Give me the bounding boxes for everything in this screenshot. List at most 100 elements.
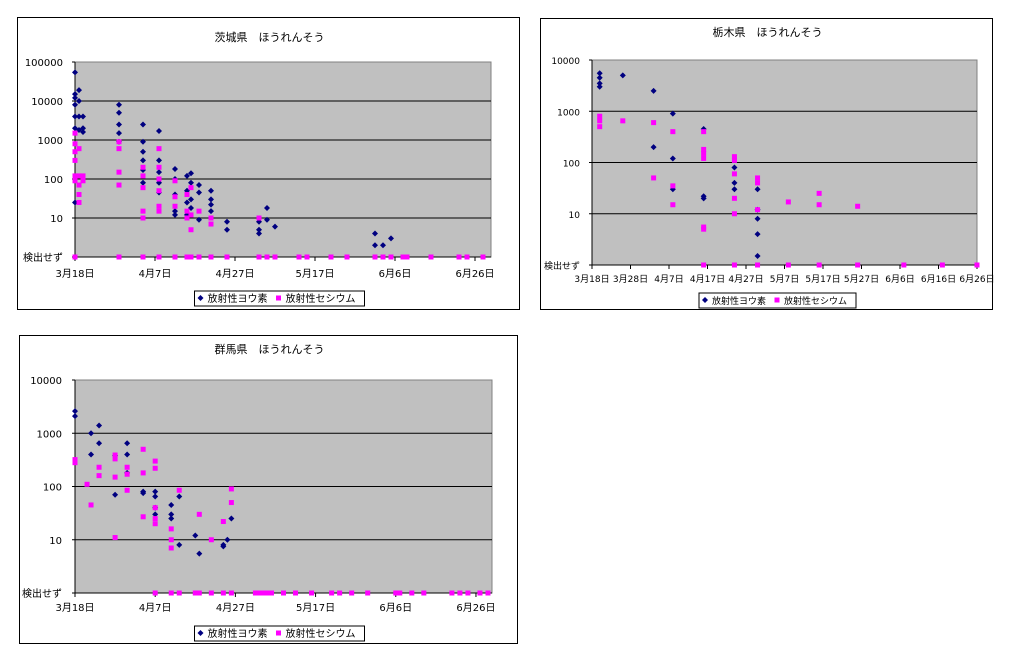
iodine-point [72,101,78,108]
cesium-point [72,149,78,155]
cesium-point [112,474,118,480]
cesium-point [228,486,234,492]
cesium-point [152,505,158,511]
cesium-point [176,487,182,493]
x-tick-label: 6月26日 [456,602,495,614]
cesium-point [156,146,162,152]
cesium-point [140,215,146,221]
cesium-point [152,590,158,596]
y-tick-label: 10 [50,214,63,225]
cesium-point [620,118,626,124]
y-tick-label: 検出せず [544,260,580,272]
cesium-point [701,150,707,156]
iodine-point [196,189,202,196]
cesium-point [465,590,471,596]
cesium-point [701,155,707,161]
cesium-point [96,464,102,470]
iodine-point [188,170,194,177]
cesium-point [785,262,791,268]
x-tick-label: 3月28日 [613,274,648,285]
chart-title: 茨城県 ほうれんそう [215,30,325,44]
cesium-point [188,227,194,233]
cesium-point [172,203,178,209]
cesium-point [72,178,78,184]
x-tick-label: 4月27日 [216,602,255,614]
y-tick-label: 1000 [557,108,580,118]
legend-iodine-marker [702,297,708,303]
cesium-point [400,254,406,260]
cesium-point [855,203,861,209]
iodine-point [256,226,262,233]
iodine-point [88,430,95,437]
iodine-point [596,74,603,81]
iodine-point [76,98,82,104]
cesium-point [88,502,94,508]
cesium-point [268,590,274,596]
legend-iodine-marker [197,630,204,636]
iodine-point [208,187,214,194]
iodine-point [116,130,122,137]
cesium-point [329,590,335,596]
cesium-point [116,139,122,145]
cesium-point [457,590,463,596]
cesium-point [172,178,178,184]
legend-cesium-marker [774,297,780,303]
iodine-point [76,113,82,120]
cesium-point [116,169,122,175]
iodine-point [156,157,162,164]
cesium-point [72,157,78,163]
legend-iodine-label: 放射性ヨウ素 [208,292,268,305]
cesium-point [184,192,190,198]
iodine-point [264,205,270,212]
iodine-point [72,413,78,420]
iodine-point [208,208,214,215]
cesium-point [480,254,486,260]
iodine-point [172,211,178,218]
iodine-point [80,129,86,136]
cesium-point [731,211,737,217]
cesium-point [188,212,194,218]
cesium-point [449,590,455,596]
cesium-point [256,254,262,260]
x-tick-label: 5月17日 [296,602,335,614]
x-tick-label: 6月16日 [921,274,956,285]
cesium-point [84,481,90,487]
y-tick-label: 100000 [25,58,63,69]
iodine-point [124,451,131,458]
cesium-point [974,262,980,268]
cesium-point [116,146,122,152]
iodine-point [184,172,190,179]
iodine-point [264,216,270,223]
cesium-point [184,254,190,260]
cesium-point [168,590,174,596]
cesium-point [140,208,146,214]
cesium-point [140,470,146,476]
y-tick-label: 10000 [551,57,580,67]
iodine-point [669,155,676,162]
cesium-point [252,590,258,596]
x-tick-label: 3月18日 [55,602,94,614]
cesium-point [196,254,202,260]
cesium-point [140,514,146,520]
cesium-point [731,171,737,177]
iodine-point [596,70,603,77]
cesium-point [76,173,82,179]
iodine-point [372,230,378,237]
cesium-point [597,124,603,130]
x-tick-label: 4月7日 [654,274,683,285]
iodine-point [754,252,761,259]
iodine-point [388,235,394,242]
y-tick-label: 10 [49,536,62,547]
cesium-point [220,519,226,525]
cesium-point [421,590,427,596]
y-tick-label: 100 [44,175,63,186]
iodine-point [152,488,159,495]
cesium-point [168,526,174,532]
cesium-point [76,182,82,188]
cesium-point [264,590,270,596]
iodine-point [172,166,178,173]
cesium-point [156,203,162,209]
cesium-point [755,207,761,213]
iodine-point [156,128,162,135]
iodine-point [731,179,738,186]
